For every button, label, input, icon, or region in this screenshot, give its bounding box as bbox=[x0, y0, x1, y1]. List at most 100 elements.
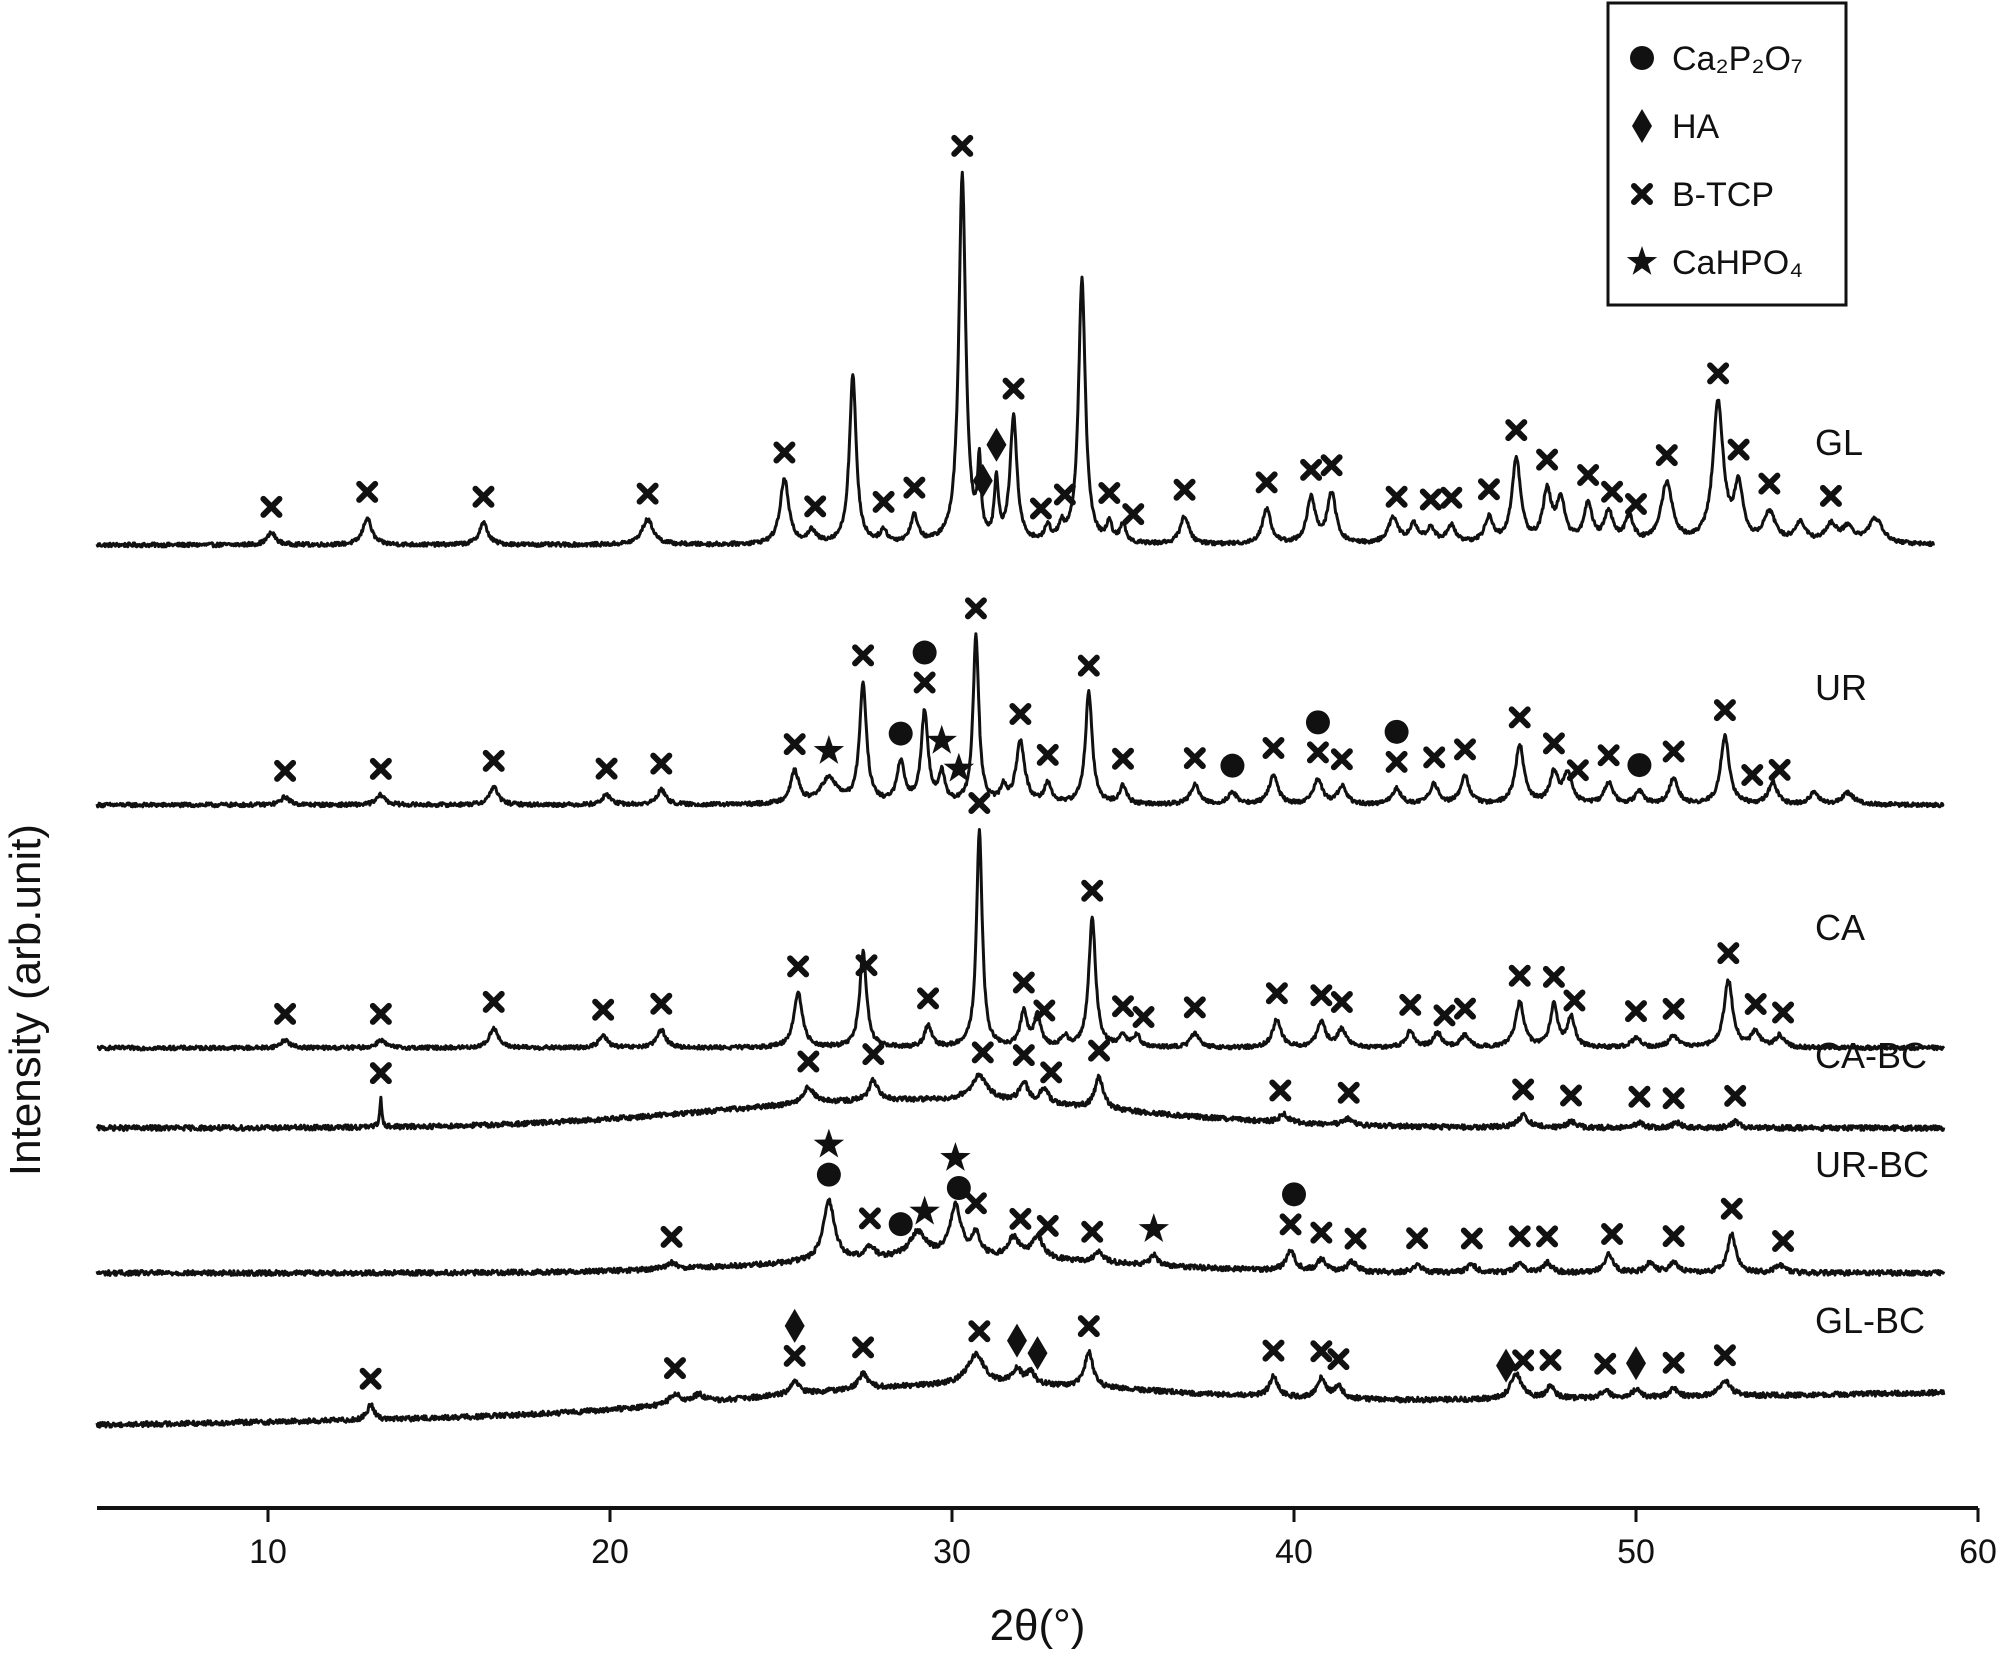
marker-cross-ur bbox=[787, 736, 803, 752]
marker-cross-gl bbox=[263, 499, 279, 515]
x-tick-label: 60 bbox=[1959, 1533, 1997, 1571]
marker-cross-ca-bc bbox=[1515, 1082, 1531, 1098]
y-axis-title: Intensity (arb.unit) bbox=[1, 824, 50, 1176]
series-label-gl-bc: GL-BC bbox=[1815, 1300, 1925, 1341]
marker-cross-ur bbox=[653, 756, 669, 772]
marker-cross-gl-bc bbox=[1081, 1318, 1097, 1334]
marker-cross-ur bbox=[1772, 762, 1788, 778]
marker-cross-gl-bc bbox=[363, 1371, 379, 1387]
marker-cross-gl bbox=[1604, 484, 1620, 500]
marker-cross-ur bbox=[1115, 751, 1131, 767]
marker-star-ur-bc bbox=[1138, 1213, 1169, 1242]
series-label-ca-bc: CA-BC bbox=[1815, 1035, 1927, 1076]
marker-cross-gl bbox=[1389, 489, 1405, 505]
marker-cross-ur-bc bbox=[1512, 1228, 1528, 1244]
marker-cross-gl-bc bbox=[1330, 1351, 1346, 1367]
marker-cross-ur bbox=[277, 763, 293, 779]
marker-cross-ur-bc bbox=[1283, 1216, 1299, 1232]
marker-circle-ur bbox=[1627, 753, 1652, 778]
marker-cross-ur bbox=[1570, 762, 1586, 778]
marker-cross-ur-bc bbox=[1084, 1224, 1100, 1240]
marker-cross-ca bbox=[1666, 1001, 1682, 1017]
marker-cross-gl bbox=[1423, 492, 1439, 508]
series-label-gl: GL bbox=[1815, 422, 1863, 463]
marker-star-ur bbox=[926, 724, 957, 754]
marker-cross-ur-bc bbox=[1666, 1228, 1682, 1244]
marker-cross-ur bbox=[1512, 709, 1528, 725]
marker-cross-gl bbox=[776, 444, 792, 460]
marker-cross-ca-bc bbox=[1631, 1089, 1647, 1105]
marker-cross-ca bbox=[595, 1002, 611, 1018]
marker-cross-gl-bc bbox=[1717, 1347, 1733, 1363]
marker-cross-ca bbox=[277, 1006, 293, 1022]
marker-cross-gl bbox=[807, 498, 823, 514]
marker-cross-gl-bc bbox=[1265, 1343, 1281, 1359]
marker-cross-ur bbox=[1717, 702, 1733, 718]
marker-star-ur-bc bbox=[940, 1142, 971, 1171]
x-tick-label: 30 bbox=[933, 1533, 971, 1571]
marker-cross-ur bbox=[1040, 747, 1056, 763]
marker-cross-ca bbox=[653, 996, 669, 1012]
marker-cross-ur bbox=[1426, 749, 1442, 765]
marker-cross-ca bbox=[1269, 985, 1285, 1001]
marker-cross-ca bbox=[1546, 969, 1562, 985]
x-axis-title: 2θ(°) bbox=[990, 1601, 1086, 1650]
marker-cross-ur bbox=[1389, 754, 1405, 770]
marker-diamond-gl-bc bbox=[784, 1308, 805, 1343]
marker-cross-ca bbox=[1512, 968, 1528, 984]
marker-cross-ur bbox=[1744, 767, 1760, 783]
marker-cross-ca-bc bbox=[1043, 1064, 1059, 1080]
marker-cross-ur bbox=[1666, 744, 1682, 760]
marker-cross-gl bbox=[475, 489, 491, 505]
marker-circle-ur bbox=[1305, 710, 1330, 735]
marker-cross-ca bbox=[1720, 945, 1736, 961]
marker-cross-ca-bc bbox=[1091, 1043, 1107, 1059]
marker-circle-ur bbox=[888, 721, 913, 746]
marker-cross-ca bbox=[1136, 1009, 1152, 1025]
marker-diamond-gl-bc bbox=[1006, 1323, 1027, 1358]
marker-cross-ca bbox=[1775, 1004, 1791, 1020]
marker-cross-ca bbox=[971, 795, 987, 811]
marker-cross-ca bbox=[1402, 997, 1418, 1013]
diffraction-traces bbox=[95, 170, 1946, 1429]
marker-cross-ca bbox=[790, 958, 806, 974]
marker-cross-ca-bc bbox=[1341, 1085, 1357, 1101]
marker-cross-ca-bc bbox=[373, 1065, 389, 1081]
marker-cross-gl bbox=[1539, 452, 1555, 468]
marker-cross-ca bbox=[1457, 1001, 1473, 1017]
marker-cross-ur-bc bbox=[968, 1195, 984, 1211]
marker-cross-gl bbox=[1324, 457, 1340, 473]
marker-diamond-gl bbox=[986, 427, 1007, 462]
marker-cross-gl bbox=[1057, 486, 1073, 502]
marker-cross-gl-bc bbox=[787, 1348, 803, 1364]
marker-circle-ur-bc bbox=[816, 1162, 841, 1187]
marker-circle-ur bbox=[912, 640, 937, 665]
marker-cross-gl bbox=[1033, 501, 1049, 517]
marker-circle-ur-bc bbox=[946, 1176, 971, 1201]
marker-circle-ur bbox=[1384, 719, 1409, 744]
marker-cross-ca-bc bbox=[1016, 1047, 1032, 1063]
legend-label: CaHPO₄ bbox=[1672, 244, 1803, 282]
marker-cross-ca bbox=[1016, 974, 1032, 990]
marker-cross-gl bbox=[1177, 482, 1193, 498]
marker-cross-ur bbox=[917, 675, 933, 691]
marker-cross-ur bbox=[373, 761, 389, 777]
marker-cross-ca bbox=[1436, 1007, 1452, 1023]
marker-cross-gl bbox=[1761, 476, 1777, 492]
series-labels: GL UR CA CA-BC UR-BC GL-BC bbox=[1815, 422, 1929, 1341]
marker-cross-gl bbox=[1659, 447, 1675, 463]
marker-circle-ur-bc bbox=[888, 1212, 913, 1237]
legend-items: Ca₂P₂O₇ HA B-TCP CaHPO₄ bbox=[1626, 40, 1803, 282]
marker-cross-gl bbox=[1303, 462, 1319, 478]
marker-circle-ur bbox=[1220, 753, 1245, 778]
marker-cross-ur-bc bbox=[1604, 1226, 1620, 1242]
marker-cross-ur-bc bbox=[1464, 1230, 1480, 1246]
marker-cross-ca bbox=[1084, 883, 1100, 899]
marker-cross-ur bbox=[1310, 744, 1326, 760]
series-label-ur: UR bbox=[1815, 667, 1867, 708]
marker-cross-ca bbox=[1187, 999, 1203, 1015]
trace-gl bbox=[95, 170, 1935, 549]
marker-cross-ca-bc bbox=[1666, 1090, 1682, 1106]
marker-cross-gl bbox=[1006, 381, 1022, 397]
